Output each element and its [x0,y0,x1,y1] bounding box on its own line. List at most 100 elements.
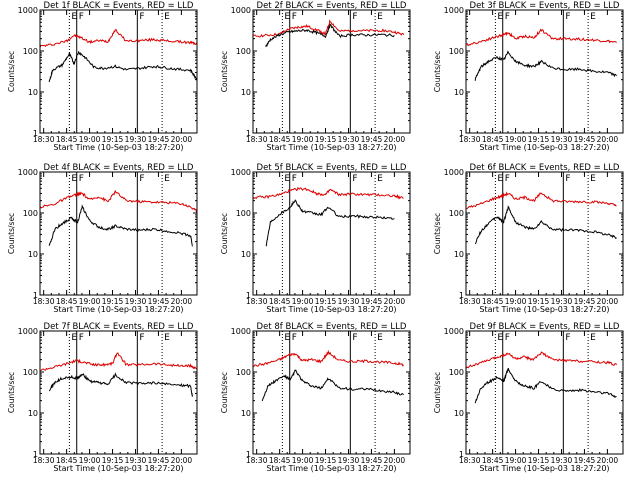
marker-label: F [565,174,570,184]
panel-det-5: Det 5f BLACK = Events, RED = LLD 1 10 100 10… [220,163,411,314]
x-tick-label: 20:00 [384,135,406,144]
x-tick-label: 18:30 [459,297,481,306]
y-axis [466,332,623,455]
y-axis [40,11,197,134]
plot-frame [465,9,624,134]
marker-label: E [284,174,290,184]
x-tick-label: 19:45 [574,456,596,465]
x-tick-label: 20:00 [171,135,193,144]
marker-label: F [79,174,84,184]
marker-label: E [590,174,596,184]
series-lld-line [252,186,404,200]
x-tick-label: 19:00 [79,135,101,144]
y-tick-label: 100 [449,47,464,56]
plot-frame [465,171,624,296]
y-axis [40,173,197,296]
panel-det-7: Det 7f BLACK = Events, RED = LLD 1 10 100 10… [7,322,198,473]
x-tick-label: 18:45 [269,297,291,306]
x-tick-label: 19:45 [361,456,383,465]
marker-label: E [590,333,596,343]
x-axis [43,172,182,295]
y-tick-label: 1 [246,291,251,300]
x-tick-label: 19:15 [528,456,550,465]
panel-title: Det 6f BLACK = Events, RED = LLD [470,163,620,173]
x-axis-label: Start Time (10-Sep-03 18:27:20) [53,143,183,152]
panel-title: Det 8f BLACK = Events, RED = LLD [257,322,407,332]
marker-label: E [284,12,290,22]
series-events-line [49,372,193,397]
series-events-line [474,367,617,404]
x-tick-label: 19:45 [361,135,383,144]
y-axis-label: Counts/sec [220,51,229,92]
x-tick-label: 19:00 [292,297,314,306]
x-tick-label: 20:00 [597,297,619,306]
series-events-line [265,199,395,247]
plot-frame [252,171,411,296]
plot-frame [39,330,198,455]
x-tick-label: 19:15 [528,297,550,306]
x-tick-label: 19:30 [551,456,573,465]
marker-label: F [292,174,297,184]
marker-label: E [590,12,596,22]
x-tick-label: 18:30 [246,135,268,144]
y-tick-label: 1 [33,129,38,138]
marker-label: F [139,174,144,184]
x-tick-label: 20:00 [384,297,406,306]
panel-det-8: Det 8f BLACK = Events, RED = LLD 1 10 100 10… [220,322,411,473]
panel-title: Det 9f BLACK = Events, RED = LLD [470,322,620,332]
y-axis [253,11,410,134]
marker-label: E [497,174,503,184]
x-tick-label: 18:45 [482,297,504,306]
marker-label: F [352,12,357,22]
x-tick-label: 20:00 [597,456,619,465]
x-tick-label: 18:45 [269,456,291,465]
plot-frame [39,171,198,296]
y-axis [253,332,410,455]
x-tick-label: 18:45 [56,135,78,144]
y-tick-label: 10 [28,250,38,259]
x-tick-label: 19:45 [574,297,596,306]
panel-det-3: Det 3f BLACK = Events, RED = LLD 1 10 100 10… [433,1,624,152]
x-axis-label: Start Time (10-Sep-03 18:27:20) [266,305,396,314]
x-tick-label: 19:15 [102,456,124,465]
x-tick-label: 19:00 [292,456,314,465]
marker-label: E [164,174,170,184]
y-axis-label: Counts/sec [433,213,442,254]
marker-label: F [505,12,510,22]
y-tick-label: 1 [459,450,464,459]
series-lld-line [465,28,617,47]
y-tick-label: 1000 [231,327,251,336]
plot-frame [465,330,624,455]
y-tick-label: 100 [449,209,464,218]
series-events-line [265,23,395,48]
x-tick-label: 19:45 [361,297,383,306]
x-axis-label: Start Time (10-Sep-03 18:27:20) [266,464,396,473]
series-lld-line [252,19,405,38]
panel-det-9: Det 9f BLACK = Events, RED = LLD 1 10 100 10… [433,322,624,473]
y-tick-label: 1 [246,129,251,138]
y-axis-label: Counts/sec [433,372,442,413]
x-tick-label: 19:15 [528,135,550,144]
series-lld-line [39,189,198,214]
x-tick-label: 18:45 [482,456,504,465]
marker-label: E [71,333,77,343]
x-axis-label: Start Time (10-Sep-03 18:27:20) [53,305,183,314]
x-tick-label: 19:00 [292,135,314,144]
marker-label: F [292,333,297,343]
x-tick-label: 19:30 [338,135,360,144]
series-events-line [48,51,198,83]
x-tick-label: 20:00 [597,135,619,144]
series-lld-line [465,351,618,369]
x-axis [256,331,395,454]
marker-label: F [79,333,84,343]
marker-label: F [352,333,357,343]
x-tick-label: 18:45 [56,297,78,306]
x-axis-label: Start Time (10-Sep-03 18:27:20) [479,305,609,314]
x-tick-label: 19:00 [505,297,527,306]
x-axis [469,172,608,295]
y-tick-label: 100 [236,209,251,218]
x-tick-label: 20:00 [171,456,193,465]
panel-title: Det 1f BLACK = Events, RED = LLD [44,1,194,11]
marker-label: E [377,174,383,184]
y-tick-label: 10 [241,409,251,418]
